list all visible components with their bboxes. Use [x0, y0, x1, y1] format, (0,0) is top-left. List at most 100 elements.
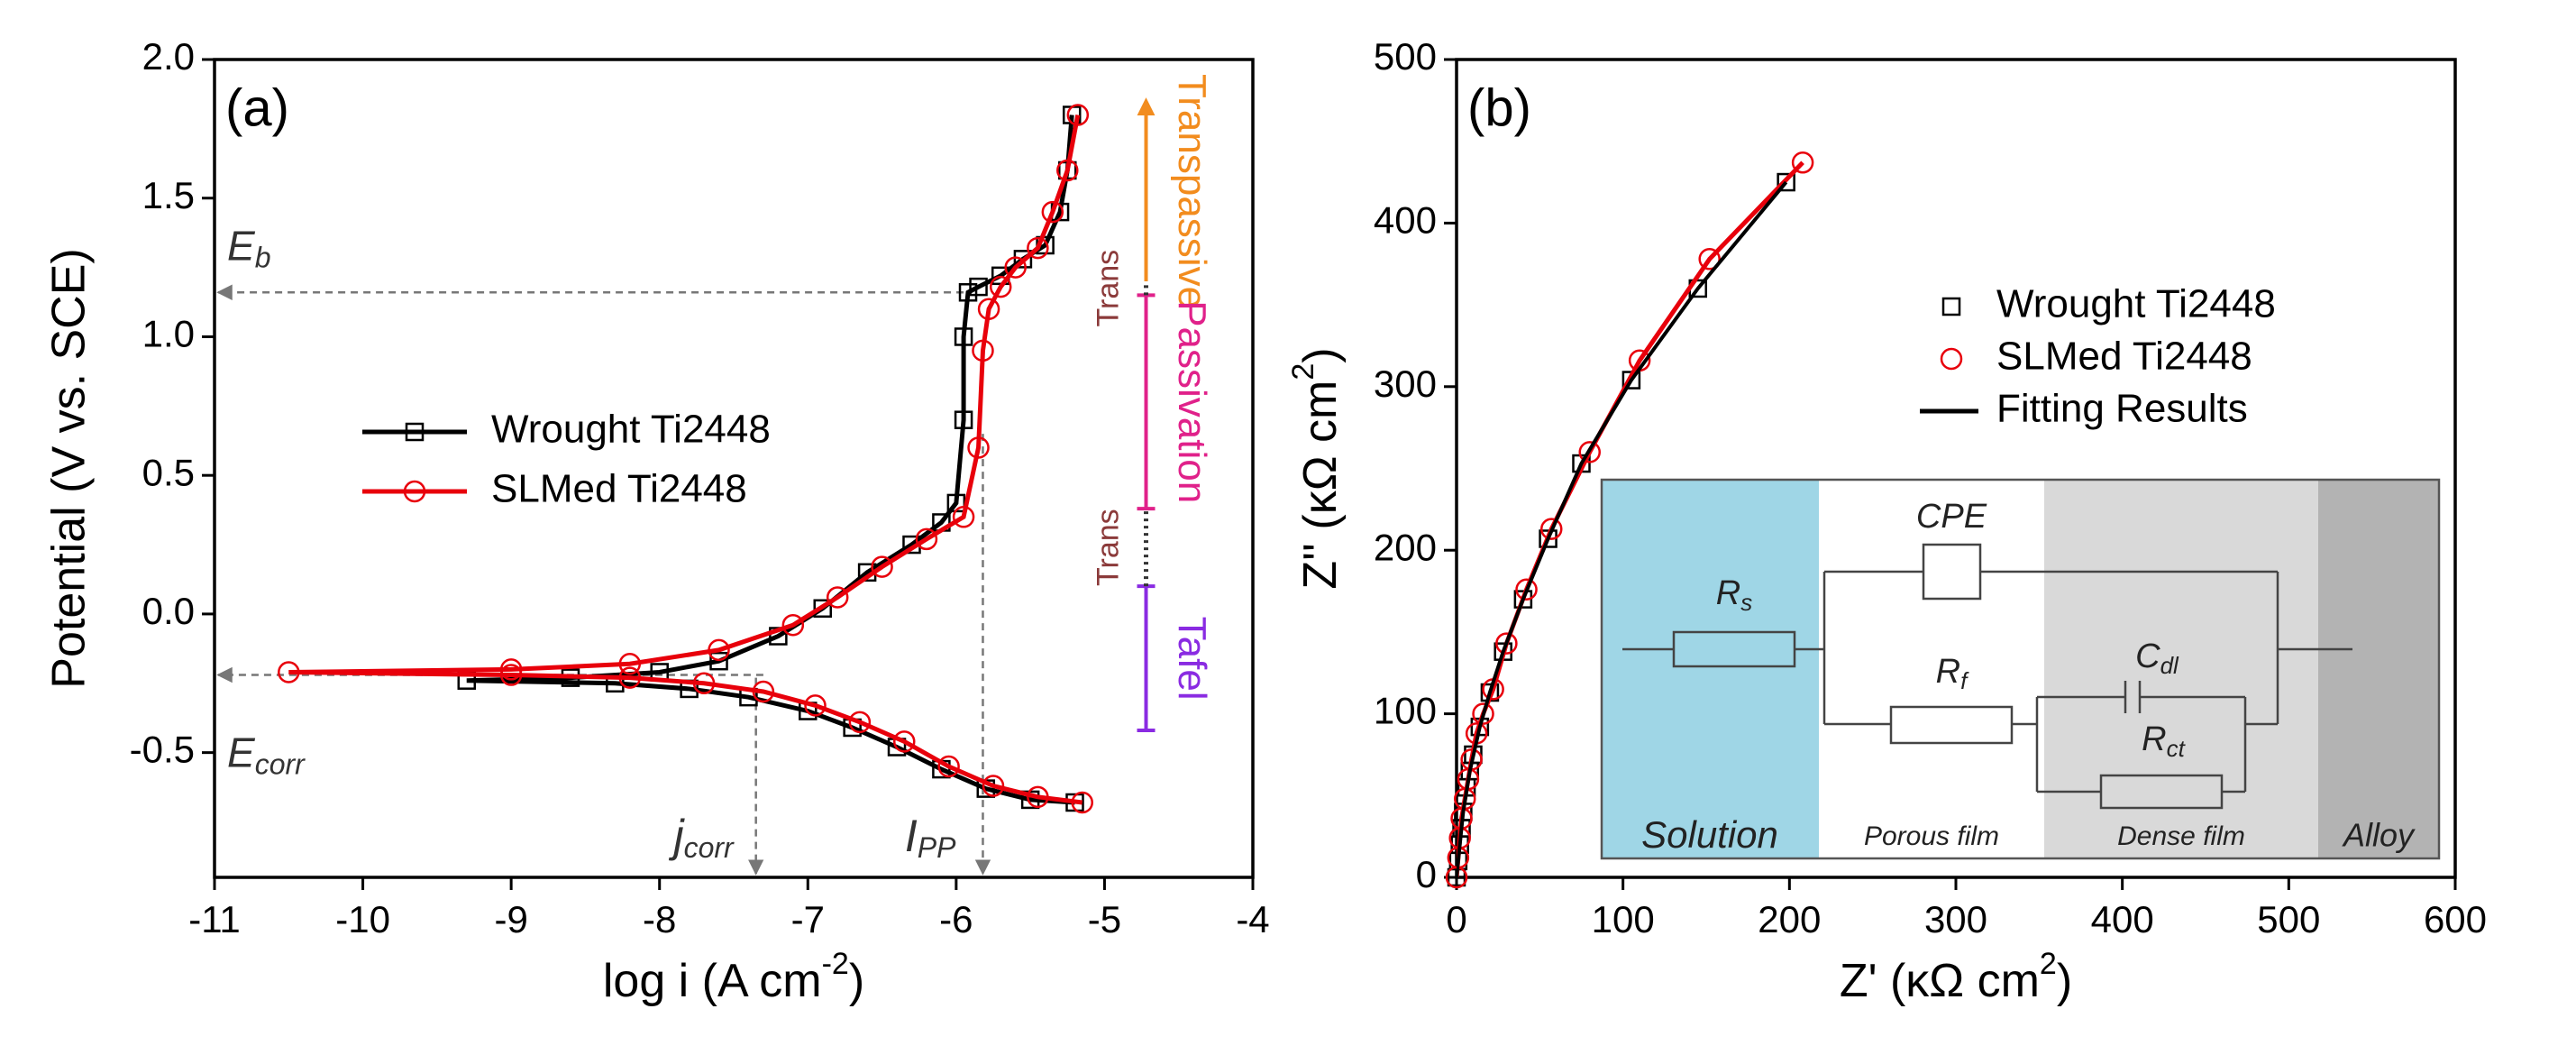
marker — [915, 527, 938, 551]
marker — [958, 283, 978, 302]
series-line — [288, 115, 1083, 805]
legend-label: Wrought Ti2448 — [491, 408, 771, 452]
region-label: Trans — [1091, 250, 1125, 327]
marker — [1066, 104, 1090, 126]
x-tick-label: -7 — [791, 898, 825, 940]
x-tick-label: -4 — [1236, 898, 1269, 940]
circuit-inset: Solution Porous film Dense film Alloy Rs… — [1600, 478, 2441, 860]
y-tick-label: -0.5 — [130, 729, 195, 771]
element-label: Rct — [2142, 720, 2186, 762]
marker — [752, 680, 775, 703]
resistor — [2099, 774, 2224, 810]
y-tick-label: 2.0 — [142, 35, 195, 78]
y-tick-label: 200 — [1374, 526, 1437, 568]
annotation: jcorr — [668, 811, 735, 864]
x-tick-label: -9 — [494, 898, 527, 940]
legend-label: Wrought Ti2448 — [1996, 282, 2276, 326]
marker — [1041, 200, 1064, 224]
annotation-sub: PP — [918, 831, 956, 864]
solution-region — [1602, 480, 1819, 858]
circuit-wires — [1622, 570, 2352, 793]
marker — [848, 711, 872, 734]
y-axis-label-sup: 2 — [1286, 363, 1320, 381]
annotation: IPP — [905, 811, 956, 864]
marker — [618, 666, 642, 689]
y-axis-label-tail: ) — [1294, 347, 1347, 362]
legend-label: SLMed Ti2448 — [1996, 335, 2252, 379]
region-label: Tafel — [1170, 617, 1214, 701]
y-tick-label: 500 — [1374, 35, 1437, 78]
marker — [937, 755, 960, 778]
marker — [804, 694, 827, 717]
element-label: Cdl — [2135, 637, 2179, 679]
legend-label: SLMed Ti2448 — [491, 467, 747, 511]
x-tick-label: -5 — [1088, 898, 1121, 940]
annotation-part: E — [227, 222, 256, 269]
y-tick-label: 0.5 — [142, 451, 195, 493]
x-tick-label: 600 — [2424, 898, 2487, 940]
marker — [1013, 250, 1033, 269]
marker — [813, 599, 832, 619]
x-tick-label: 200 — [1758, 898, 1821, 940]
alloy-region — [2318, 480, 2439, 858]
marker — [499, 658, 523, 681]
element-label: Rs — [1716, 574, 1752, 616]
marker — [709, 651, 728, 671]
marker — [708, 638, 730, 662]
resistor — [1672, 630, 1796, 668]
legend-marker — [405, 422, 425, 442]
marker — [1540, 518, 1563, 540]
marker — [952, 506, 975, 528]
x-tick-label: 400 — [2091, 898, 2154, 940]
marker — [278, 661, 300, 683]
marker — [982, 775, 1005, 797]
x-tick-label: -6 — [939, 898, 973, 940]
panel-label: (a) — [225, 78, 289, 137]
inset-frame — [1600, 478, 2441, 860]
element-label: Rf — [1936, 653, 1969, 694]
y-tick-label: 100 — [1374, 690, 1437, 732]
series-line — [1457, 180, 1788, 877]
x-tick-label: 500 — [2257, 898, 2320, 940]
region-label: Porous film — [1864, 821, 1999, 851]
region-label: Trans — [1091, 509, 1125, 586]
marker — [1777, 172, 1795, 192]
y-tick-label: 1.5 — [142, 174, 195, 216]
plot-frame — [213, 58, 1255, 879]
marker — [781, 613, 805, 637]
element-label: CPE — [1916, 498, 1987, 536]
y-tick-label: 0.0 — [142, 590, 195, 632]
y-axis-label: Potential (V vs. SCE) — [43, 248, 96, 688]
y-axis-label: Z'' (κΩ cm2) — [1286, 347, 1347, 589]
y-tick-label: 1.0 — [142, 313, 195, 355]
x-tick-label: -10 — [335, 898, 390, 940]
x-axis-label-part: Z' (κΩ cm — [1840, 955, 2040, 1007]
marker — [1027, 785, 1049, 809]
y-tick-label: 300 — [1374, 362, 1437, 405]
dense-region — [2044, 480, 2318, 858]
region-label: Transpassive — [1170, 74, 1214, 308]
marker — [954, 410, 973, 429]
annotation-part: E — [227, 729, 256, 776]
marker — [499, 664, 523, 686]
porous-region — [1819, 480, 2044, 858]
region-label: Alloy — [2342, 817, 2416, 854]
annotation-sub: corr — [684, 831, 735, 864]
marker — [871, 555, 893, 578]
marker — [954, 327, 973, 346]
legend-marker — [1940, 347, 1963, 371]
legend-marker — [403, 480, 426, 503]
marker — [1515, 578, 1538, 601]
cpe — [1922, 543, 1982, 601]
marker — [1698, 248, 1721, 271]
x-axis-label-tail: ) — [849, 955, 864, 1007]
x-axis-label: Z' (κΩ cm2) — [1840, 947, 2072, 1007]
y-tick-label: 0 — [1416, 853, 1437, 895]
marker — [977, 298, 1000, 320]
annotation: Eb — [227, 222, 270, 273]
x-axis-label-part: log i (A cm — [603, 955, 822, 1007]
marker — [1495, 632, 1518, 655]
annotation-sub: b — [255, 242, 271, 274]
